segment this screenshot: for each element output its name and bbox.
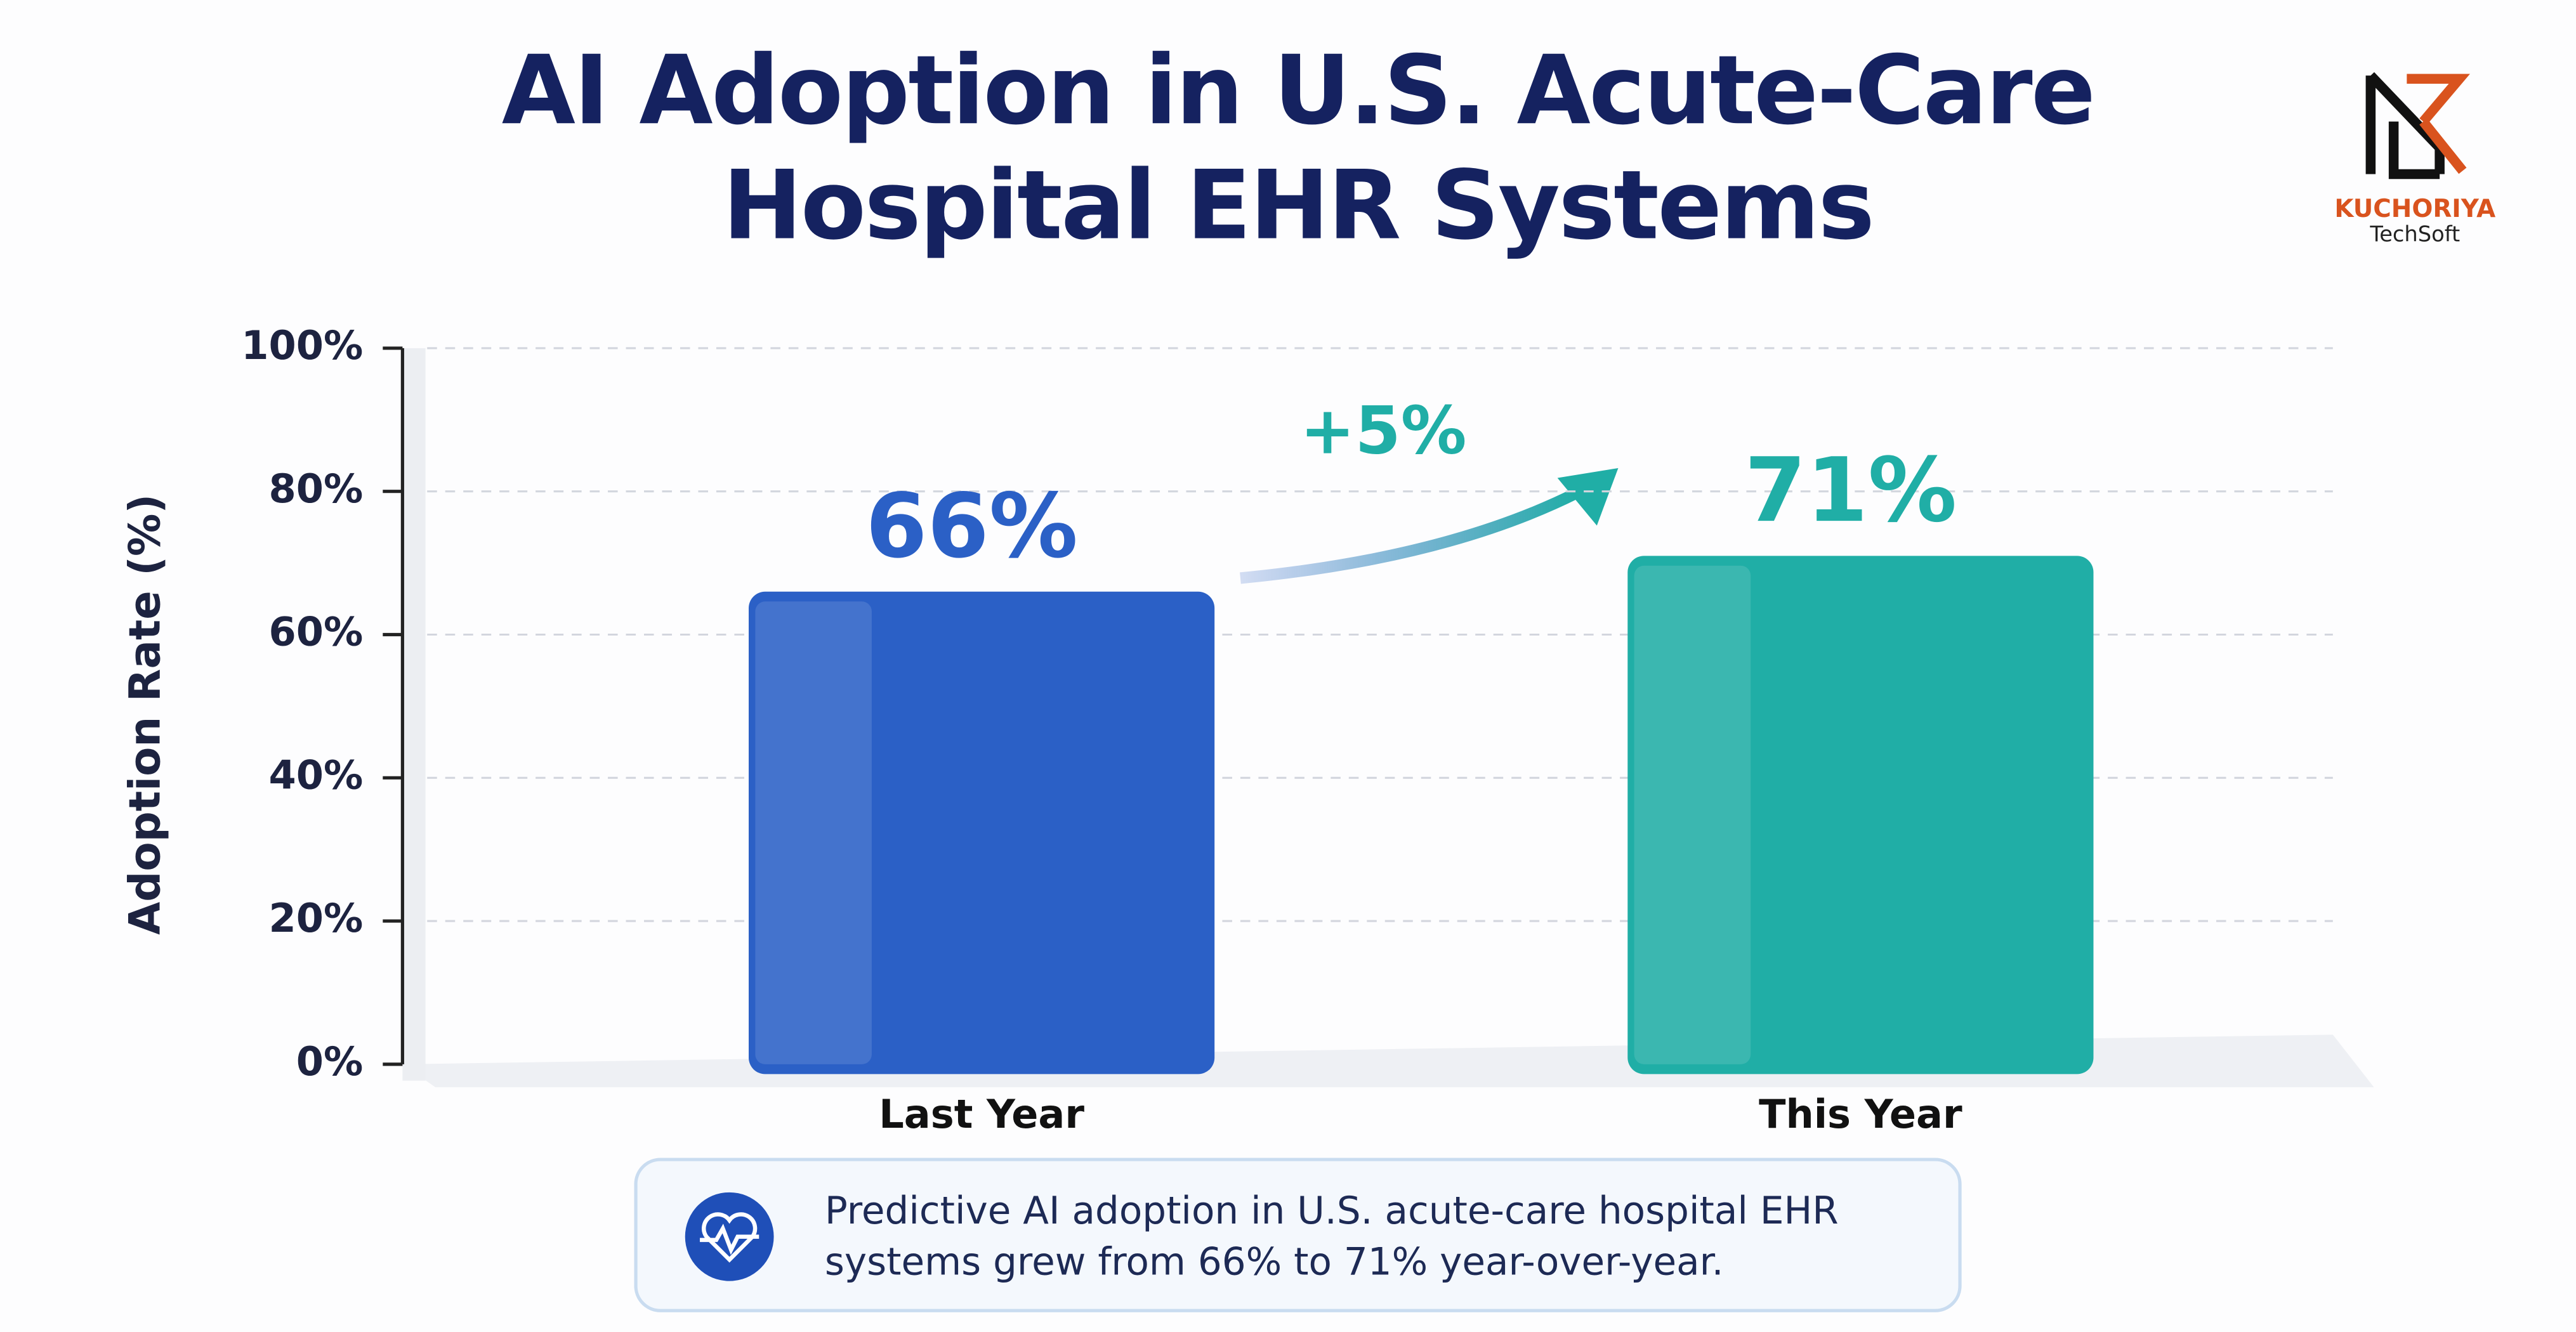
- y-tick-label: 80%: [269, 466, 364, 512]
- y-axis-wall: [402, 348, 426, 1081]
- bar: [749, 591, 1215, 1074]
- y-tick-label: 20%: [269, 895, 364, 941]
- trend-arrowhead: [1557, 467, 1619, 526]
- logo: KUCHORIYA TechSoft: [2316, 66, 2514, 248]
- trend-arrow: [1240, 487, 1580, 584]
- title: AI Adoption in U.S. Acute-Care Hospital …: [501, 34, 2096, 261]
- value-label: 66%: [865, 474, 1078, 578]
- annotation: +5%: [1300, 393, 1467, 469]
- value-label: 71%: [1745, 438, 1957, 542]
- logo-icon: [2365, 72, 2470, 180]
- y-axis-label: Adoption Rate (%): [121, 494, 170, 935]
- caption-box: Predictive AI adoption in U.S. acute-car…: [634, 1158, 1962, 1312]
- x-tick-label: This Year: [1759, 1091, 1962, 1137]
- y-tick-label: 100%: [241, 322, 363, 369]
- bar-highlight: [755, 601, 872, 1064]
- y-tick-label: 60%: [269, 609, 364, 655]
- x-tick-label: Last Year: [879, 1091, 1084, 1137]
- logo-name: KUCHORIYA: [2334, 193, 2496, 224]
- y-tick-label: 40%: [269, 752, 364, 798]
- bar-highlight: [1634, 565, 1751, 1064]
- logo-subtitle: TechSoft: [2370, 223, 2461, 248]
- bar: [1627, 556, 2094, 1074]
- caption-text: Predictive AI adoption in U.S. acute-car…: [824, 1191, 1839, 1284]
- y-tick-label: 0%: [296, 1038, 363, 1085]
- caption-icon: [685, 1192, 774, 1281]
